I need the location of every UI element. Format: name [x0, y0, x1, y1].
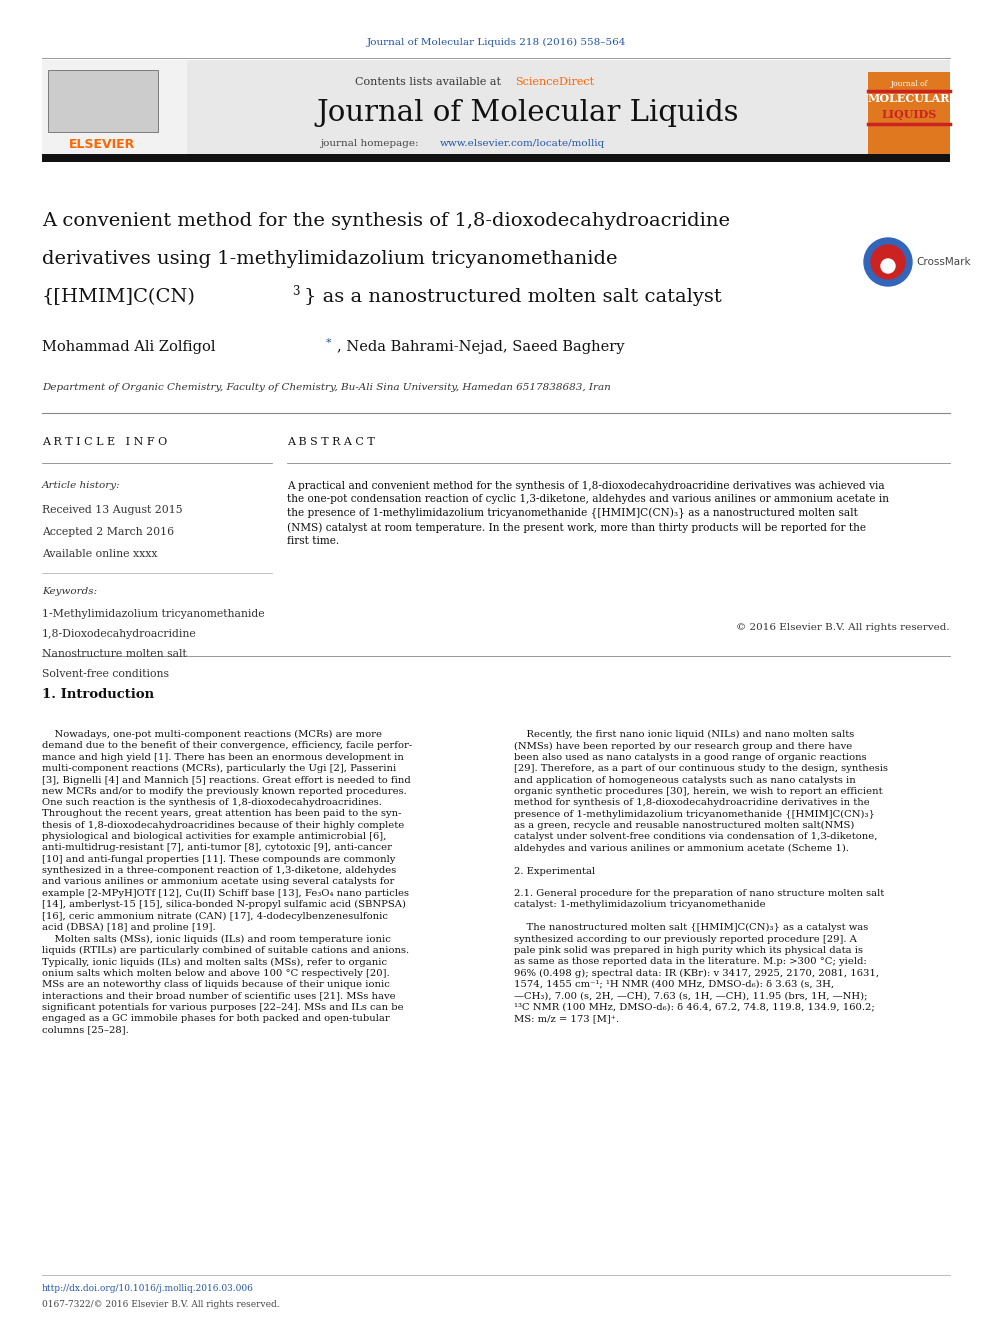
Text: Department of Organic Chemistry, Faculty of Chemistry, Bu-Ali Sina University, H: Department of Organic Chemistry, Faculty…	[42, 382, 611, 392]
FancyBboxPatch shape	[868, 60, 950, 71]
Text: *: *	[326, 337, 331, 348]
Text: , Neda Bahrami-Nejad, Saeed Baghery: , Neda Bahrami-Nejad, Saeed Baghery	[337, 340, 625, 355]
Text: Nanostructure molten salt: Nanostructure molten salt	[42, 650, 186, 659]
Text: www.elsevier.com/locate/molliq: www.elsevier.com/locate/molliq	[440, 139, 605, 148]
Text: A R T I C L E   I N F O: A R T I C L E I N F O	[42, 437, 168, 447]
Circle shape	[871, 245, 905, 279]
Text: Nowadays, one-pot multi-component reactions (MCRs) are more
demand due to the be: Nowadays, one-pot multi-component reacti…	[42, 730, 413, 1035]
Text: Journal of Molecular Liquids 218 (2016) 558–564: Journal of Molecular Liquids 218 (2016) …	[366, 37, 626, 46]
Text: A practical and convenient method for the synthesis of 1,8-dioxodecahydroacridin: A practical and convenient method for th…	[287, 482, 889, 546]
Text: Solvent-free conditions: Solvent-free conditions	[42, 669, 169, 679]
Text: MOLECULAR: MOLECULAR	[868, 94, 950, 105]
Text: Keywords:: Keywords:	[42, 587, 97, 595]
FancyBboxPatch shape	[42, 60, 187, 153]
Text: A convenient method for the synthesis of 1,8-dioxodecahydroacridine: A convenient method for the synthesis of…	[42, 212, 730, 230]
Text: © 2016 Elsevier B.V. All rights reserved.: © 2016 Elsevier B.V. All rights reserved…	[736, 623, 950, 632]
Text: Journal of Molecular Liquids: Journal of Molecular Liquids	[316, 99, 739, 127]
Text: Contents lists available at: Contents lists available at	[355, 77, 505, 87]
Text: ScienceDirect: ScienceDirect	[515, 77, 594, 87]
Text: derivatives using 1-methylimidazolium tricyanomethanide: derivatives using 1-methylimidazolium tr…	[42, 250, 617, 269]
FancyBboxPatch shape	[868, 60, 950, 153]
Text: CrossMark: CrossMark	[916, 257, 970, 267]
Text: } as a nanostructured molten salt catalyst: } as a nanostructured molten salt cataly…	[304, 288, 722, 306]
Text: 0167-7322/© 2016 Elsevier B.V. All rights reserved.: 0167-7322/© 2016 Elsevier B.V. All right…	[42, 1301, 280, 1308]
Text: ELSEVIER: ELSEVIER	[68, 138, 135, 151]
Text: {[HMIM]C(CN): {[HMIM]C(CN)	[42, 288, 195, 306]
Circle shape	[881, 259, 895, 273]
Text: http://dx.doi.org/10.1016/j.molliq.2016.03.006: http://dx.doi.org/10.1016/j.molliq.2016.…	[42, 1285, 254, 1293]
FancyBboxPatch shape	[48, 70, 158, 132]
Text: Available online xxxx: Available online xxxx	[42, 549, 158, 560]
Text: Article history:: Article history:	[42, 482, 121, 490]
Text: Recently, the first nano ionic liquid (NILs) and nano molten salts
(NMSs) have b: Recently, the first nano ionic liquid (N…	[514, 730, 888, 1023]
Text: journal homepage:: journal homepage:	[320, 139, 422, 148]
Text: 1-Methylimidazolium tricyanomethanide: 1-Methylimidazolium tricyanomethanide	[42, 609, 265, 619]
Text: 1,8-Dioxodecahydroacridine: 1,8-Dioxodecahydroacridine	[42, 628, 196, 639]
Text: LIQUIDS: LIQUIDS	[881, 108, 936, 119]
Text: Received 13 August 2015: Received 13 August 2015	[42, 505, 183, 515]
FancyBboxPatch shape	[42, 60, 950, 153]
FancyBboxPatch shape	[42, 153, 950, 161]
Text: 1. Introduction: 1. Introduction	[42, 688, 154, 701]
Text: Journal of: Journal of	[890, 79, 928, 89]
Text: Accepted 2 March 2016: Accepted 2 March 2016	[42, 527, 175, 537]
Text: 3: 3	[292, 284, 300, 298]
Circle shape	[864, 238, 912, 286]
Text: A B S T R A C T: A B S T R A C T	[287, 437, 375, 447]
Text: Mohammad Ali Zolfigol: Mohammad Ali Zolfigol	[42, 340, 220, 355]
